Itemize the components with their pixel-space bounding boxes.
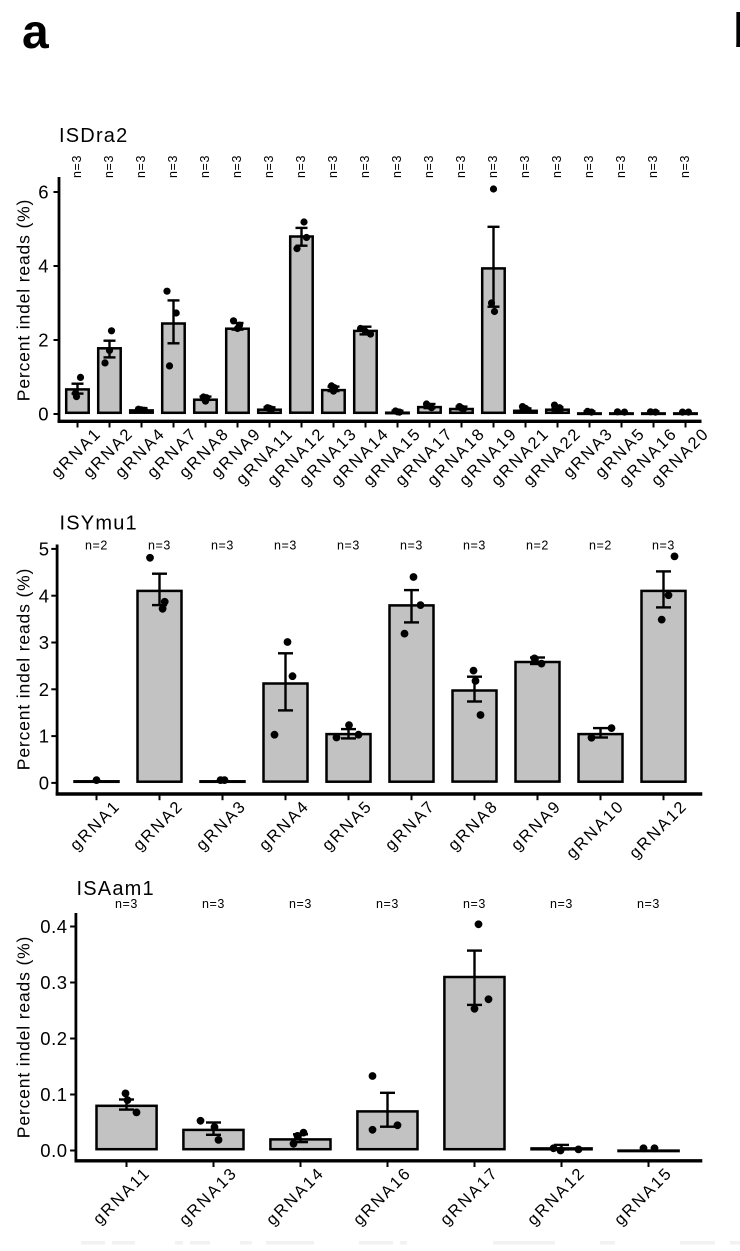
svg-text:gRNA16: gRNA16 [350,1164,415,1229]
svg-text:n=3: n=3 [289,897,312,911]
svg-text:0.1: 0.1 [40,1084,67,1105]
svg-text:n=3: n=3 [115,897,138,911]
svg-text:n=3: n=3 [294,155,308,178]
svg-text:5: 5 [39,539,50,560]
svg-text:gRNA12: gRNA12 [524,1164,589,1229]
svg-text:gRNA9: gRNA9 [508,797,565,854]
svg-text:0: 0 [38,404,49,425]
svg-text:gRNA4: gRNA4 [256,797,313,854]
svg-text:n=3: n=3 [202,897,225,911]
svg-text:gRNA14: gRNA14 [263,1164,328,1229]
svg-text:ISAam1: ISAam1 [77,878,155,900]
svg-text:n=3: n=3 [454,155,468,178]
svg-text:a: a [22,6,49,59]
svg-text:n=2: n=2 [526,539,549,553]
svg-text:n=3: n=3 [486,155,500,178]
svg-text:1: 1 [39,726,50,747]
svg-text:n=3: n=3 [326,155,340,178]
svg-text:n=3: n=3 [518,155,532,178]
svg-text:0.2: 0.2 [40,1028,67,1049]
svg-text:n=3: n=3 [134,155,148,178]
svg-text:4: 4 [38,256,49,277]
svg-text:n=3: n=3 [646,155,660,178]
svg-text:0: 0 [39,773,50,794]
svg-text:n=3: n=3 [230,155,244,178]
svg-text:n=3: n=3 [614,155,628,178]
svg-text:n=3: n=3 [652,539,675,553]
svg-text:2: 2 [38,330,49,351]
svg-text:6: 6 [38,182,49,203]
svg-text:n=2: n=2 [589,539,612,553]
svg-text:n=2: n=2 [85,539,108,553]
svg-text:gRNA17: gRNA17 [437,1164,502,1229]
svg-text:n=3: n=3 [198,155,212,178]
svg-text:gRNA5: gRNA5 [319,797,376,854]
svg-text:0.3: 0.3 [40,972,67,993]
svg-text:Percent indel reads (%): Percent indel reads (%) [14,568,34,770]
svg-text:gRNA8: gRNA8 [445,797,502,854]
svg-text:n=3: n=3 [166,155,180,178]
svg-text:ISYmu1: ISYmu1 [60,513,138,535]
svg-text:gRNA13: gRNA13 [176,1164,241,1229]
svg-text:gRNA1: gRNA1 [67,797,124,854]
svg-text:n=3: n=3 [582,155,596,178]
svg-text:n=3: n=3 [678,155,692,178]
svg-text:n=3: n=3 [211,539,234,553]
svg-text:2: 2 [39,679,50,700]
svg-text:Percent indel reads (%): Percent indel reads (%) [14,199,34,401]
svg-text:b: b [733,5,740,58]
svg-text:n=3: n=3 [463,897,486,911]
svg-text:Percent indel reads (%): Percent indel reads (%) [14,936,34,1138]
svg-text:gRNA3: gRNA3 [193,797,250,854]
svg-text:n=3: n=3 [148,539,171,553]
svg-text:n=3: n=3 [358,155,372,178]
svg-text:n=3: n=3 [376,897,399,911]
svg-text:3: 3 [39,632,50,653]
svg-text:n=3: n=3 [637,897,660,911]
svg-text:gRNA10: gRNA10 [563,797,628,862]
svg-text:n=3: n=3 [550,155,564,178]
svg-text:ISDra2: ISDra2 [59,125,128,147]
svg-text:gRNA15: gRNA15 [611,1164,676,1229]
svg-text:n=3: n=3 [390,155,404,178]
svg-text:0.0: 0.0 [40,1140,67,1161]
svg-text:n=3: n=3 [422,155,436,178]
svg-text:gRNA2: gRNA2 [130,797,187,854]
svg-text:gRNA12: gRNA12 [626,797,691,862]
svg-text:0.4: 0.4 [40,916,67,937]
svg-text:gRNA7: gRNA7 [382,797,439,854]
svg-text:n=3: n=3 [463,539,486,553]
svg-text:n=3: n=3 [102,155,116,178]
svg-text:n=3: n=3 [400,539,423,553]
svg-text:n=3: n=3 [337,539,360,553]
svg-text:4: 4 [39,585,50,606]
svg-text:n=3: n=3 [70,155,84,178]
svg-text:gRNA11: gRNA11 [90,1164,154,1228]
svg-text:n=3: n=3 [262,155,276,178]
svg-text:n=3: n=3 [274,539,297,553]
svg-text:n=3: n=3 [550,897,573,911]
